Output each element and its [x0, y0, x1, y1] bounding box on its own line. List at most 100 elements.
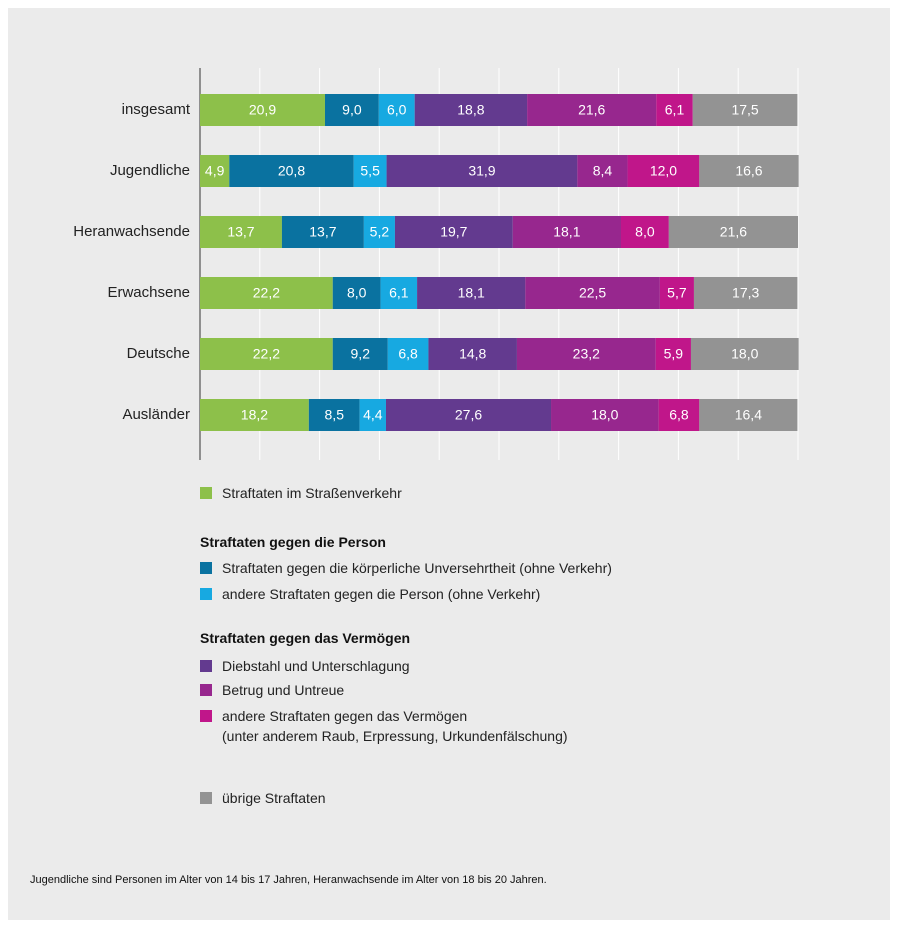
- data-label: 31,9: [468, 163, 495, 179]
- data-label: 5,5: [360, 163, 380, 179]
- y-tick-label: Deutsche: [127, 345, 190, 362]
- legend-item: Betrug und Untreue: [200, 680, 344, 700]
- data-label: 16,4: [735, 407, 762, 423]
- legend-item: Straftaten im Straßenverkehr: [200, 483, 402, 503]
- bar-segment: [378, 94, 415, 126]
- data-label: 13,7: [227, 224, 254, 240]
- bar-segment: [200, 338, 333, 370]
- data-label: 6,8: [398, 346, 418, 362]
- legend-item: Diebstahl und Unterschlagung: [200, 656, 410, 676]
- bar-segment: [363, 216, 395, 248]
- data-label: 22,2: [253, 346, 280, 362]
- bar-segment: [620, 216, 669, 248]
- bar-segment: [385, 399, 552, 431]
- bar-segment: [693, 277, 798, 309]
- bar-segment: [699, 399, 798, 431]
- data-label: 18,8: [457, 102, 484, 118]
- data-label: 18,1: [553, 224, 580, 240]
- legend-swatch: [200, 487, 212, 499]
- bar-segment: [551, 399, 659, 431]
- bar-segment: [428, 338, 517, 370]
- data-label: 14,8: [459, 346, 486, 362]
- bar-segment: [200, 399, 309, 431]
- bar-segment: [200, 155, 230, 187]
- data-label: 18,0: [731, 346, 758, 362]
- data-label: 4,9: [205, 163, 225, 179]
- data-label: 20,8: [278, 163, 305, 179]
- bar-segment: [656, 94, 693, 126]
- data-label: 23,2: [573, 346, 600, 362]
- y-tick-label: Erwachsene: [107, 284, 190, 301]
- data-label: 19,7: [440, 224, 467, 240]
- bar-segment: [229, 155, 354, 187]
- bar-segment: [690, 338, 799, 370]
- data-label: 21,6: [578, 102, 605, 118]
- data-label: 6,0: [387, 102, 407, 118]
- data-label: 5,7: [667, 285, 687, 301]
- legend-swatch: [200, 684, 212, 696]
- data-label: 8,5: [325, 407, 345, 423]
- data-label: 4,4: [363, 407, 383, 423]
- bar-segment: [308, 399, 360, 431]
- legend-item: andere Straftaten gegen das Vermögen (un…: [200, 706, 568, 746]
- data-label: 16,6: [735, 163, 762, 179]
- data-label: 9,0: [342, 102, 362, 118]
- data-label: 22,5: [579, 285, 606, 301]
- legend-swatch: [200, 660, 212, 672]
- legend-label: Straftaten gegen die körperliche Unverse…: [222, 560, 612, 576]
- legend-heading: Straftaten gegen das Vermögen: [200, 630, 411, 646]
- bar-segment: [324, 94, 379, 126]
- footnote: Jugendliche sind Personen im Alter von 1…: [30, 874, 547, 886]
- legend-label: Straftaten im Straßenverkehr: [222, 485, 402, 501]
- data-label: 6,1: [389, 285, 409, 301]
- data-label: 22,2: [253, 285, 280, 301]
- y-tick-label: insgesamt: [122, 101, 191, 118]
- data-label: 17,3: [732, 285, 759, 301]
- bar-segment: [200, 277, 333, 309]
- data-label: 8,4: [593, 163, 613, 179]
- y-tick-label: Heranwachsende: [73, 223, 190, 240]
- legend-swatch: [200, 588, 212, 600]
- data-label: 20,9: [249, 102, 276, 118]
- bar-segment: [512, 216, 621, 248]
- bar-segment: [658, 399, 700, 431]
- bar-segment: [417, 277, 526, 309]
- legend-swatch: [200, 710, 212, 722]
- bar-segment: [359, 399, 386, 431]
- bar-segment: [527, 94, 657, 126]
- bar-segment: [332, 277, 381, 309]
- y-tick-label: Jugendliche: [110, 162, 190, 179]
- legend-label: übrige Straftaten: [222, 790, 326, 806]
- data-label: 5,9: [664, 346, 684, 362]
- legend-item: übrige Straftaten: [200, 788, 326, 808]
- legend-item: Straftaten gegen die körperliche Unverse…: [200, 558, 612, 578]
- y-tick-label: Ausländer: [122, 406, 190, 423]
- data-label: 5,2: [370, 224, 390, 240]
- bar-segment: [668, 216, 798, 248]
- data-label: 21,6: [720, 224, 747, 240]
- bar-segment: [692, 94, 798, 126]
- bar-segment: [659, 277, 694, 309]
- data-label: 9,2: [351, 346, 371, 362]
- legend-swatch: [200, 792, 212, 804]
- bar-segment: [525, 277, 660, 309]
- bar-segment: [387, 338, 429, 370]
- bar-segment: [200, 216, 282, 248]
- bar-segment: [699, 155, 799, 187]
- legend-item: andere Straftaten gegen die Person (ohne…: [200, 584, 540, 604]
- legend-swatch: [200, 562, 212, 574]
- bar-segment: [380, 277, 418, 309]
- legend-label: Diebstahl und Unterschlagung: [222, 658, 410, 674]
- data-label: 6,1: [665, 102, 685, 118]
- bar-segment: [577, 155, 628, 187]
- legend-label: andere Straftaten gegen die Person (ohne…: [222, 586, 541, 602]
- legend-heading: Straftaten gegen die Person: [200, 534, 386, 550]
- bar-segment: [332, 338, 388, 370]
- data-label: 18,1: [458, 285, 485, 301]
- data-label: 12,0: [650, 163, 677, 179]
- bar-segment: [394, 216, 513, 248]
- data-label: 27,6: [455, 407, 482, 423]
- data-label: 17,5: [731, 102, 758, 118]
- bar-segment: [414, 94, 528, 126]
